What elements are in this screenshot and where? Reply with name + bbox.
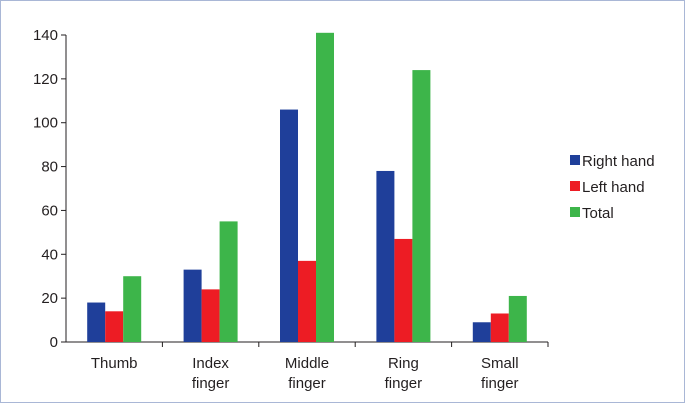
x-tick-label-line: finger [288,375,326,392]
bar-left-hand [201,289,220,342]
x-tick-label: Small finger [481,355,519,392]
x-tick-label-line: Index [192,355,229,372]
y-tick-label: 120 [33,71,58,88]
bar-left-hand [394,238,413,342]
bar-left-hand [105,311,124,342]
bar-right-hand [376,170,395,342]
legend-swatch [570,155,580,165]
x-tick-label: Thumb [91,355,138,372]
x-tick-label: Index finger [192,355,230,392]
x-tick-label: Ring finger [385,355,423,392]
x-tick-label-line: Thumb [91,355,138,372]
bar-total [123,276,142,342]
bar-total [316,32,334,343]
legend: Right hand Left hand Total [570,153,655,222]
bar-total [219,221,238,342]
x-tick-label-line: finger [385,375,423,392]
y-tick-label: 100 [33,115,58,132]
bar-right-hand [183,269,202,342]
bar-left-hand [298,260,316,342]
x-tick-label-line: Middle [285,355,329,372]
x-tick-label-line: finger [192,375,230,392]
x-tick-label-line: Ring [388,355,419,372]
bar-total [412,70,431,342]
y-tick-label: 0 [50,334,58,351]
bar-left-hand [490,313,509,342]
bar-total [508,295,527,342]
legend-label: Total [582,205,614,222]
legend-label: Right hand [582,153,655,170]
y-tick-label: 20 [41,290,58,307]
bar-right-hand [87,302,106,342]
y-tick-label: 80 [41,159,58,176]
legend-swatch [570,207,580,217]
y-tick-label: 140 [33,27,58,44]
x-tick-label-line: Small [481,355,519,372]
bars [87,32,527,343]
legend-label: Left hand [582,179,645,196]
y-tick-label: 60 [41,202,58,219]
x-tick-label-line: finger [481,375,519,392]
y-tick-label: 40 [41,246,58,263]
x-tick-label: Middle finger [285,355,329,392]
bar-right-hand [472,322,491,342]
bar-right-hand [280,109,298,342]
legend-swatch [570,181,580,191]
